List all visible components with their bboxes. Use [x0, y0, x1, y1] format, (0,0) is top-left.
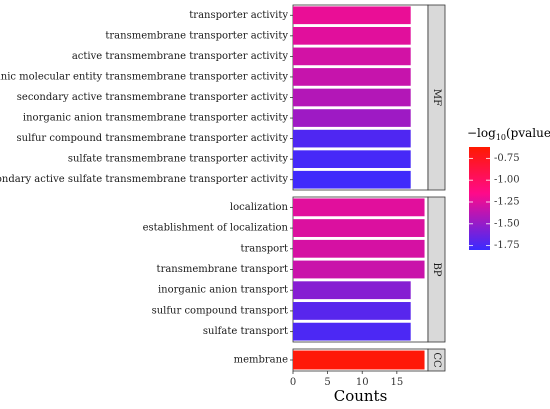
facet-strip [427, 348, 446, 372]
legend-ticks: -0.75 -1.00 -1.25 -1.50 -1.75 [469, 153, 520, 251]
category-label: secondary active transmembrane transport… [17, 92, 289, 103]
facet-cc: CC membrane [234, 348, 446, 372]
facet-panels: MF transporter activity transmembrane tran… [0, 4, 446, 372]
legend-tick-label: -1.00 [494, 175, 520, 186]
category-label: sulfate transmembrane transporter activi… [68, 154, 289, 165]
legend-tick-label: -1.25 [494, 196, 520, 207]
category-label: transporter activity [189, 10, 288, 21]
category-label: transport [240, 243, 288, 254]
bar [293, 47, 411, 66]
bar [293, 6, 411, 25]
x-axis: 0 5 10 15 [290, 371, 403, 388]
bar [293, 322, 411, 341]
category-label: secondary active sulfate transmembrane t… [0, 174, 288, 185]
category-label: sulfur compound transmembrane transporte… [17, 133, 289, 144]
category-label: transmembrane transport [157, 264, 288, 275]
category-label: inorganic anion transport [158, 285, 288, 296]
bar [293, 350, 425, 370]
bar [293, 129, 411, 148]
facet-strip-label: MF [431, 89, 442, 106]
facet-strip [427, 196, 446, 343]
x-tick-label: 5 [324, 377, 330, 388]
facet-strip [427, 4, 446, 191]
legend-tick-label: -0.75 [494, 153, 520, 164]
bar [293, 260, 425, 279]
category-label: establishment of localization [143, 223, 289, 234]
bar [293, 109, 411, 127]
category-label: membrane [234, 355, 288, 366]
x-tick-label: 15 [390, 377, 403, 388]
legend-title: −log10(pvalue) [467, 126, 550, 142]
bar [293, 281, 411, 300]
facet-bp: BP localization establishment of localizat… [143, 196, 446, 343]
category-label: inorganic anion transmembrane transporte… [23, 113, 288, 124]
legend-colorbar [469, 147, 490, 250]
x-tick-label: 0 [290, 377, 296, 388]
x-tick-label: 10 [356, 377, 369, 388]
bar [293, 198, 425, 217]
category-label: localization [230, 202, 289, 213]
bar [293, 88, 411, 107]
bar [293, 68, 411, 86]
facet-strip-label: CC [431, 352, 442, 368]
facet-strip-label: BP [431, 262, 442, 276]
category-label: sulfate transport [203, 326, 288, 337]
legend-tick-label: -1.50 [494, 218, 520, 229]
x-axis-title: Counts [334, 387, 388, 405]
bar [293, 239, 425, 258]
color-legend: −log10(pvalue) -0.75 -1.00 -1.25 -1.50 -1.75 [467, 126, 550, 251]
legend-tick-label: -1.75 [494, 240, 520, 251]
category-label: transmembrane transporter activity [105, 30, 288, 41]
bar [293, 170, 411, 189]
category-label: active transmembrane transporter activit… [72, 51, 288, 62]
category-label: sulfur compound transport [152, 305, 288, 316]
bar [293, 26, 411, 45]
bar [293, 302, 411, 320]
facet-mf: MF transporter activity transmembrane tran… [0, 4, 446, 191]
category-label: inorganic molecular entity transmembrane… [0, 71, 288, 82]
bar [293, 150, 411, 169]
bar [293, 219, 425, 237]
